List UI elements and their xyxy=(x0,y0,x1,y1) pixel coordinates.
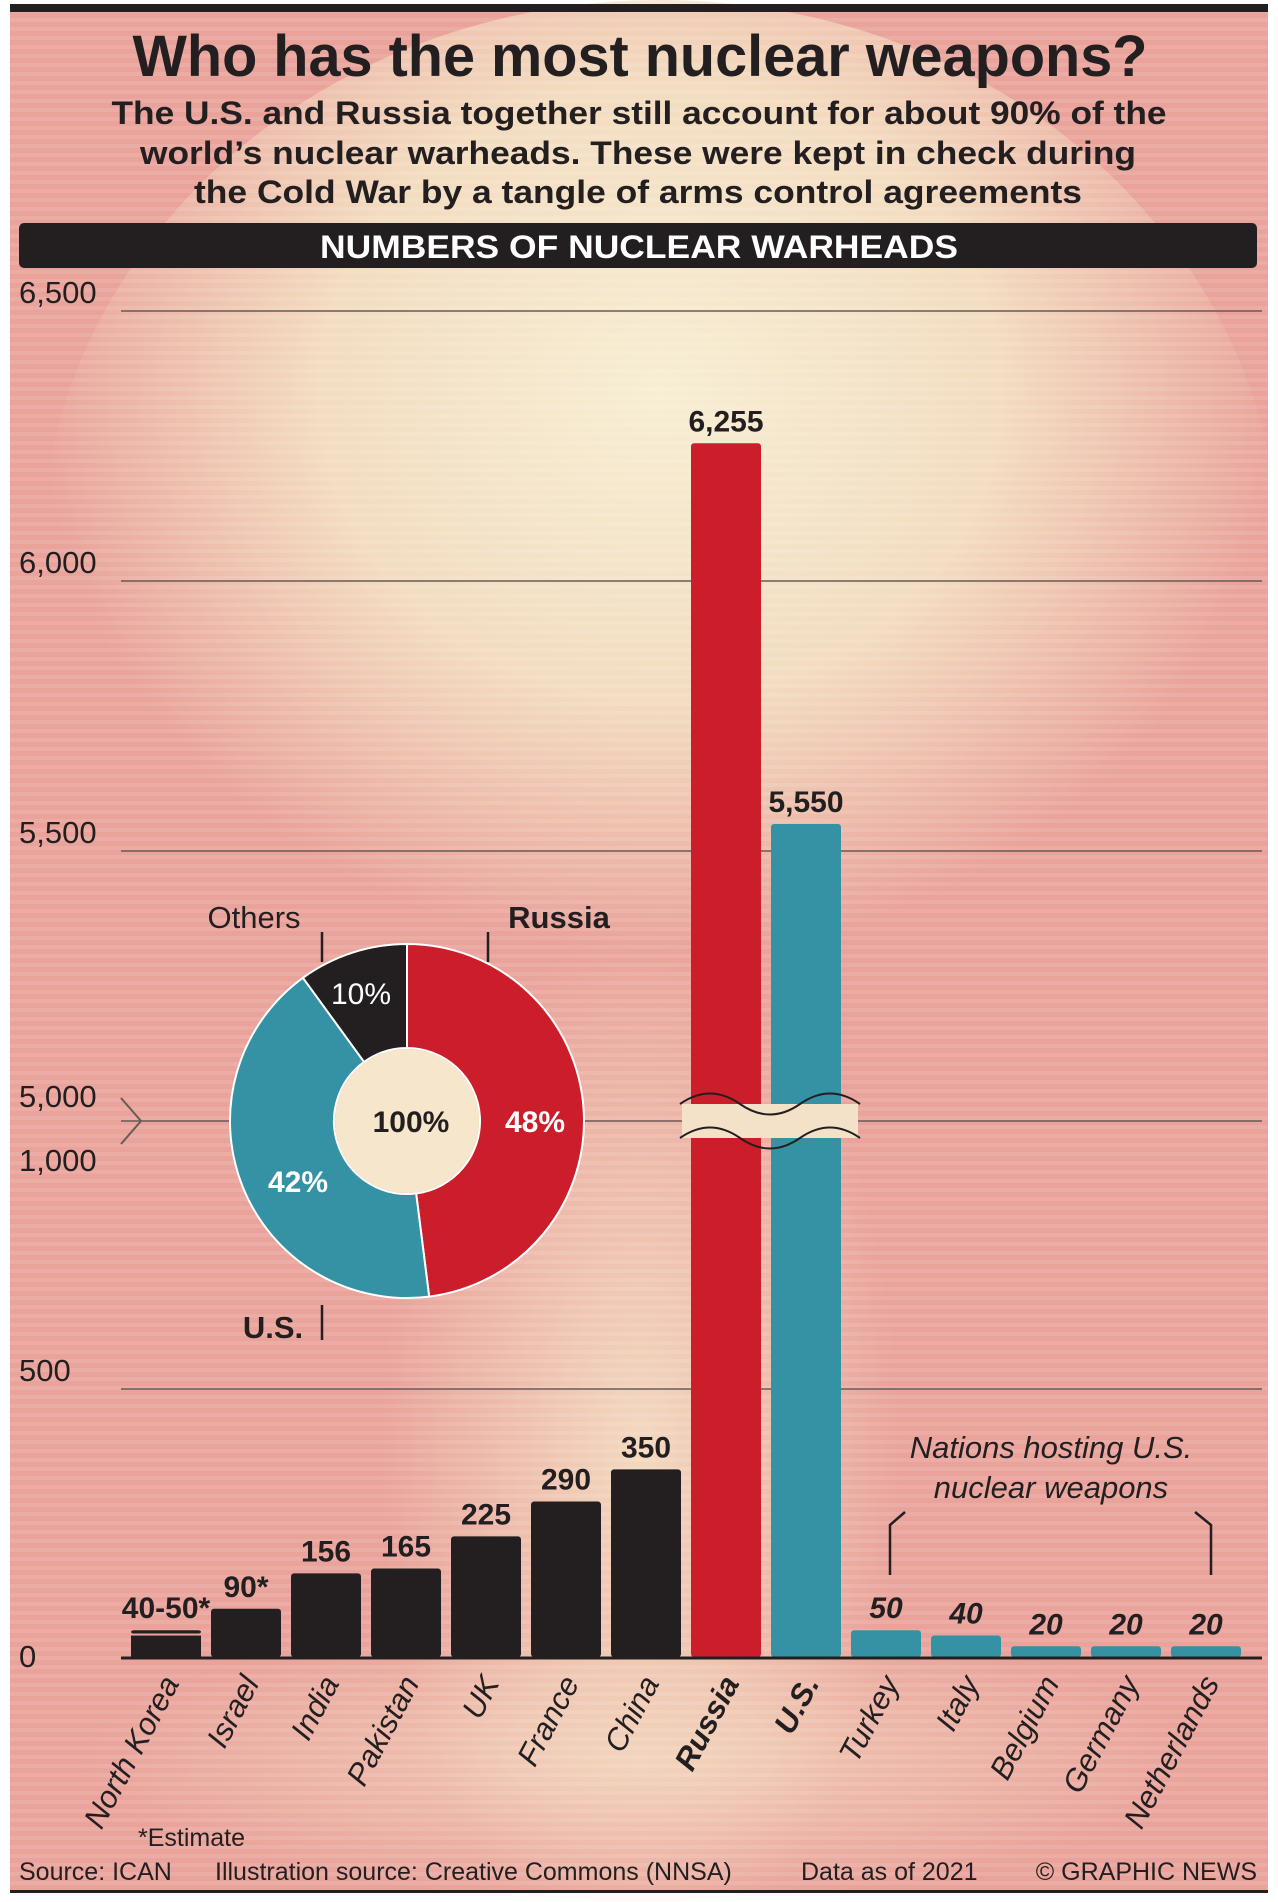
bar-turkey xyxy=(851,1630,921,1657)
value-label: 50 xyxy=(869,1592,903,1625)
page-title: Who has the most nuclear weapons? xyxy=(133,24,1148,89)
bar-u-s- xyxy=(771,824,841,1657)
donut-slice-label: 10% xyxy=(331,978,391,1011)
share-donut: 48% 42% 10% xyxy=(229,942,585,1299)
annotation-line-1: Nations hosting U.S. xyxy=(910,1430,1193,1465)
value-label: 90* xyxy=(223,1571,268,1604)
break-line-top xyxy=(679,1092,861,1116)
donut-slice-others xyxy=(301,942,408,1064)
bar-china xyxy=(611,1469,681,1657)
y-tick-label: 500 xyxy=(19,1353,71,1388)
footer-source: Source: ICAN xyxy=(19,1858,172,1886)
axis-break-chevron xyxy=(120,1097,143,1145)
y-tick-label: 1,000 xyxy=(19,1143,97,1178)
bar-italy xyxy=(931,1635,1001,1657)
hosting-annotation: Nations hosting U.S. nuclear weapons xyxy=(888,1430,1213,1575)
bar-israel xyxy=(211,1608,281,1657)
y-tick-label: 6,500 xyxy=(19,275,97,310)
value-label: 5,550 xyxy=(768,786,843,819)
y-tick-label: 0 xyxy=(19,1639,36,1674)
bars xyxy=(131,443,1241,1657)
banner xyxy=(19,223,1257,268)
y-tick-label: 5,500 xyxy=(19,815,97,850)
y-tick-label: 5,000 xyxy=(19,1079,97,1114)
donut-slice-us xyxy=(229,976,431,1299)
break-line-bottom xyxy=(679,1126,861,1150)
value-label: 350 xyxy=(621,1431,671,1464)
y-tick-label: 6,000 xyxy=(19,545,97,580)
value-label: 290 xyxy=(541,1464,591,1497)
value-label: 156 xyxy=(301,1535,351,1568)
bar-russia xyxy=(691,443,761,1657)
donut-label-others: Others xyxy=(207,900,300,935)
footer-illustration: Illustration source: Creative Commons (N… xyxy=(215,1858,732,1886)
subtitle-line-1: The U.S. and Russia together still accou… xyxy=(112,95,1167,131)
banner-label: NUMBERS OF NUCLEAR WARHEADS xyxy=(320,229,958,265)
bar-uk xyxy=(451,1536,521,1657)
annotation-bracket-right xyxy=(1194,1511,1213,1575)
value-label: 20 xyxy=(1188,1608,1223,1641)
bar-france xyxy=(531,1501,601,1657)
value-labels: 40-50* 90* 156 165 225 290 350 6,255 5,550 50 40 20… xyxy=(122,405,1223,1641)
top-rule xyxy=(10,4,1268,12)
donut-slice-russia xyxy=(406,942,585,1298)
value-label: 6,255 xyxy=(688,405,763,438)
donut-center-label: 100% xyxy=(373,1106,450,1139)
footnote: *Estimate xyxy=(138,1824,245,1852)
bar-range-band xyxy=(131,1630,201,1634)
donut-slice-label: 42% xyxy=(268,1166,328,1199)
value-label: 40-50* xyxy=(122,1592,211,1625)
value-label: 20 xyxy=(1108,1608,1143,1641)
bar-belgium xyxy=(1011,1646,1081,1657)
donut-label-us: U.S. xyxy=(243,1310,303,1345)
bar-netherlands xyxy=(1171,1646,1241,1657)
subtitle-line-2: world’s nuclear warheads. These were kep… xyxy=(139,135,1136,171)
value-label: 40 xyxy=(948,1598,983,1631)
bar-north-korea xyxy=(131,1635,201,1657)
subtitle-line-3: the Cold War by a tangle of arms control… xyxy=(194,174,1082,210)
footer-credit: © GRAPHIC NEWS xyxy=(1036,1858,1257,1886)
annotation-line-2: nuclear weapons xyxy=(934,1470,1168,1505)
value-label: 20 xyxy=(1028,1608,1063,1641)
donut-hole xyxy=(335,1049,479,1193)
footer-data-date: Data as of 2021 xyxy=(801,1858,978,1886)
break-gap xyxy=(682,1104,858,1138)
annotation-bracket-left xyxy=(888,1511,906,1575)
bar-india xyxy=(291,1573,361,1657)
donut-slice-label: 48% xyxy=(505,1106,565,1139)
value-label: 165 xyxy=(381,1531,431,1564)
bar-germany xyxy=(1091,1646,1161,1657)
y-axis-ticks: 0 500 1,000 5,000 5,500 6,000 6,500 xyxy=(19,275,143,1674)
bottom-rule xyxy=(10,1890,1268,1893)
value-label: 225 xyxy=(461,1498,511,1531)
donut-label-russia: Russia xyxy=(508,900,610,935)
axis-break xyxy=(679,1092,861,1150)
bar-pakistan xyxy=(371,1568,441,1657)
